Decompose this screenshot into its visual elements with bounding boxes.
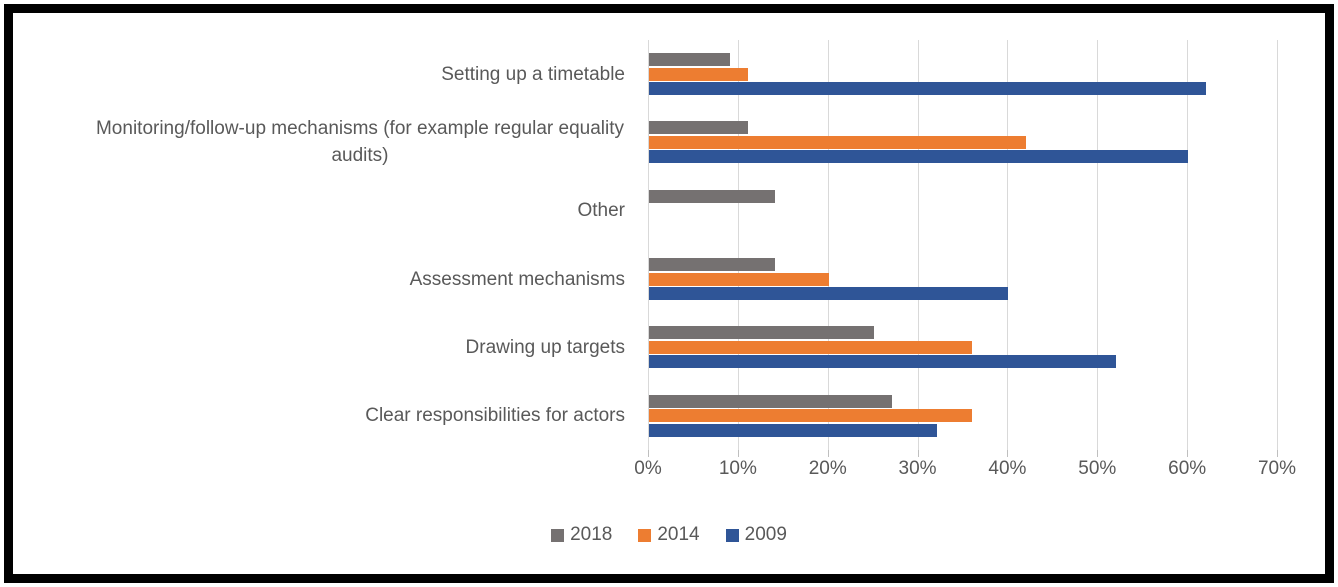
bar-group-setting-up-a-timetable	[649, 40, 1278, 108]
category-label-row-assessment-mechanisms: Assessment mechanisms	[13, 245, 625, 313]
bar-2018-setting-up-a-timetable	[649, 53, 730, 67]
category-label-assessment-mechanisms: Assessment mechanisms	[409, 268, 625, 290]
category-label-monitoring-follow-up-mechanisms-for-example-regular-equality-audits: Monitoring/follow-up mechanisms (for exa…	[95, 118, 624, 167]
legend-label-2018: 2018	[570, 524, 613, 545]
x-axis-label-20: 20%	[808, 458, 847, 479]
bar-2014-drawing-up-targets	[649, 340, 973, 354]
axis-tick-60	[1187, 450, 1189, 457]
bar-group-clear-responsibilities-for-actors	[649, 382, 1278, 450]
bar-2018-clear-responsibilities-for-actors	[649, 394, 892, 408]
bar-2009-setting-up-a-timetable	[649, 82, 1207, 96]
x-axis-label-40: 40%	[988, 458, 1027, 479]
bar-2009-clear-responsibilities-for-actors	[649, 423, 937, 437]
legend-item-2018: 2018	[551, 524, 612, 546]
gridline-10	[737, 40, 739, 450]
gridline-60	[1187, 40, 1189, 450]
bar-group-other	[649, 177, 1278, 245]
bar-2009-monitoring-follow-up-mechanisms-for-example-regular-equality-audits	[649, 150, 1189, 164]
category-label-row-setting-up-a-timetable: Setting up a timetable	[13, 40, 625, 108]
axis-tick-10	[737, 450, 739, 457]
gridline-30	[917, 40, 919, 450]
x-axis-label-30: 30%	[898, 458, 937, 479]
axis-tick-40	[1007, 450, 1009, 457]
bar-2018-other	[649, 189, 775, 203]
x-axis-label-60: 60%	[1168, 458, 1207, 479]
legend-swatch-icon-2018	[551, 528, 565, 542]
gridline-20	[827, 40, 829, 450]
gridline-70	[1277, 40, 1278, 450]
bar-2009-drawing-up-targets	[649, 355, 1117, 369]
bar-group-drawing-up-targets	[649, 313, 1278, 381]
axis-tick-20	[827, 450, 829, 457]
category-label-setting-up-a-timetable: Setting up a timetable	[441, 63, 625, 85]
gridline-40	[1007, 40, 1009, 450]
bar-2014-clear-responsibilities-for-actors	[649, 409, 973, 423]
x-axis-label-50: 50%	[1078, 458, 1117, 479]
x-axis-label-70: 70%	[1257, 458, 1297, 479]
legend-label-2014: 2014	[657, 524, 700, 545]
category-label-row-drawing-up-targets: Drawing up targets	[13, 313, 625, 381]
chart-frame: Setting up a timetable Monitoring/follow-…	[4, 4, 1334, 583]
bar-2009-assessment-mechanisms	[649, 287, 1009, 301]
legend-item-2014: 2014	[638, 524, 700, 546]
bar-2018-monitoring-follow-up-mechanisms-for-example-regular-equality-audits	[649, 121, 748, 135]
category-label-row-other: Other	[13, 177, 625, 245]
gridline-50	[1097, 40, 1099, 450]
category-label-row-monitoring-follow-up-mechanisms-for-example-regular-equality-audits: Monitoring/follow-up mechanisms (for exa…	[13, 108, 625, 176]
category-label-drawing-up-targets: Drawing up targets	[465, 336, 625, 358]
value-axis-line	[648, 40, 649, 450]
plot-area	[648, 40, 1278, 457]
bar-group-assessment-mechanisms	[649, 245, 1278, 313]
category-label-clear-responsibilities-for-actors: Clear responsibilities for actors	[365, 405, 625, 427]
legend-item-2009: 2009	[725, 524, 787, 546]
legend-swatch-icon-2009	[725, 528, 739, 542]
axis-tick-0	[648, 450, 649, 457]
axis-tick-30	[917, 450, 919, 457]
legend: 2018 2014 2009	[13, 524, 1325, 546]
category-label-row-clear-responsibilities-for-actors: Clear responsibilities for actors	[13, 382, 625, 450]
bar-group-monitoring-follow-up-mechanisms-for-example-regular-equality-audits	[649, 108, 1278, 176]
axis-tick-70	[1277, 450, 1278, 457]
bar-2014-setting-up-a-timetable	[649, 67, 748, 81]
bar-2018-assessment-mechanisms	[649, 258, 775, 272]
category-label-other: Other	[577, 200, 625, 222]
bar-2014-assessment-mechanisms	[649, 272, 829, 286]
bar-2018-drawing-up-targets	[649, 326, 874, 340]
bar-2014-monitoring-follow-up-mechanisms-for-example-regular-equality-audits	[649, 135, 1027, 149]
x-axis-label-10: 10%	[718, 458, 757, 479]
legend-label-2009: 2009	[744, 524, 787, 545]
axis-tick-50	[1097, 450, 1099, 457]
x-axis-label-0: 0%	[634, 458, 662, 479]
legend-swatch-icon-2014	[638, 528, 652, 542]
